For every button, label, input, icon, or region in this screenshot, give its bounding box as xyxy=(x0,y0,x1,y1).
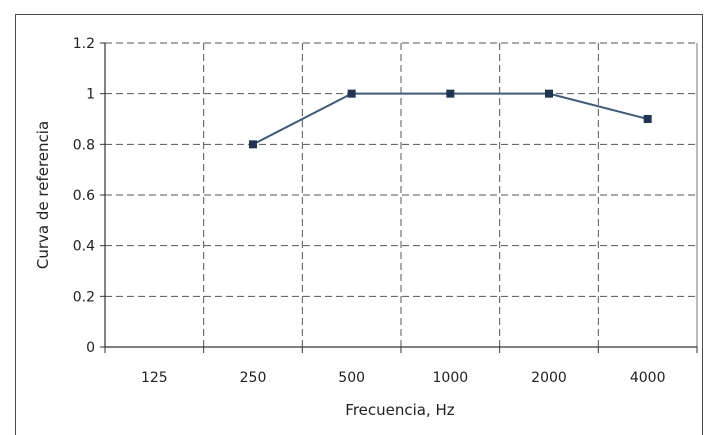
series-markers xyxy=(249,89,652,149)
axes xyxy=(100,42,698,353)
y-tick-labels: 0 0.2 0.4 0.6 0.8 1 1.2 xyxy=(73,36,95,356)
y-tick-label: 0.4 xyxy=(73,239,95,255)
data-point-marker xyxy=(446,89,455,98)
y-tick-label: 1 xyxy=(86,87,95,103)
x-tick-label: 125 xyxy=(141,370,168,386)
data-point-marker xyxy=(249,140,257,149)
data-point-marker xyxy=(545,89,553,98)
grid-lines xyxy=(105,42,698,347)
y-tick-label: 1.2 xyxy=(73,36,95,52)
x-axis-label: Frecuencia, Hz xyxy=(345,401,455,419)
x-tick-label: 250 xyxy=(240,370,267,386)
x-tick-label: 500 xyxy=(338,370,365,386)
x-tick-label: 2000 xyxy=(531,370,567,386)
chart-frame xyxy=(15,14,703,435)
data-point-marker xyxy=(347,89,356,98)
series-line-path xyxy=(252,92,648,146)
y-tick-label: 0 xyxy=(86,340,95,356)
series-line xyxy=(252,92,648,146)
x-tick-labels: 125 250 500 1000 2000 4000 xyxy=(141,370,666,386)
data-point-marker xyxy=(643,115,652,123)
y-tick-label: 0.6 xyxy=(73,188,95,204)
x-tick-label: 4000 xyxy=(630,370,666,386)
y-tick-label: 0.2 xyxy=(73,289,95,305)
x-tick-label: 1000 xyxy=(433,370,469,386)
y-tick-label: 0.8 xyxy=(73,137,95,153)
y-axis-label: Curva de referencia xyxy=(34,121,52,269)
